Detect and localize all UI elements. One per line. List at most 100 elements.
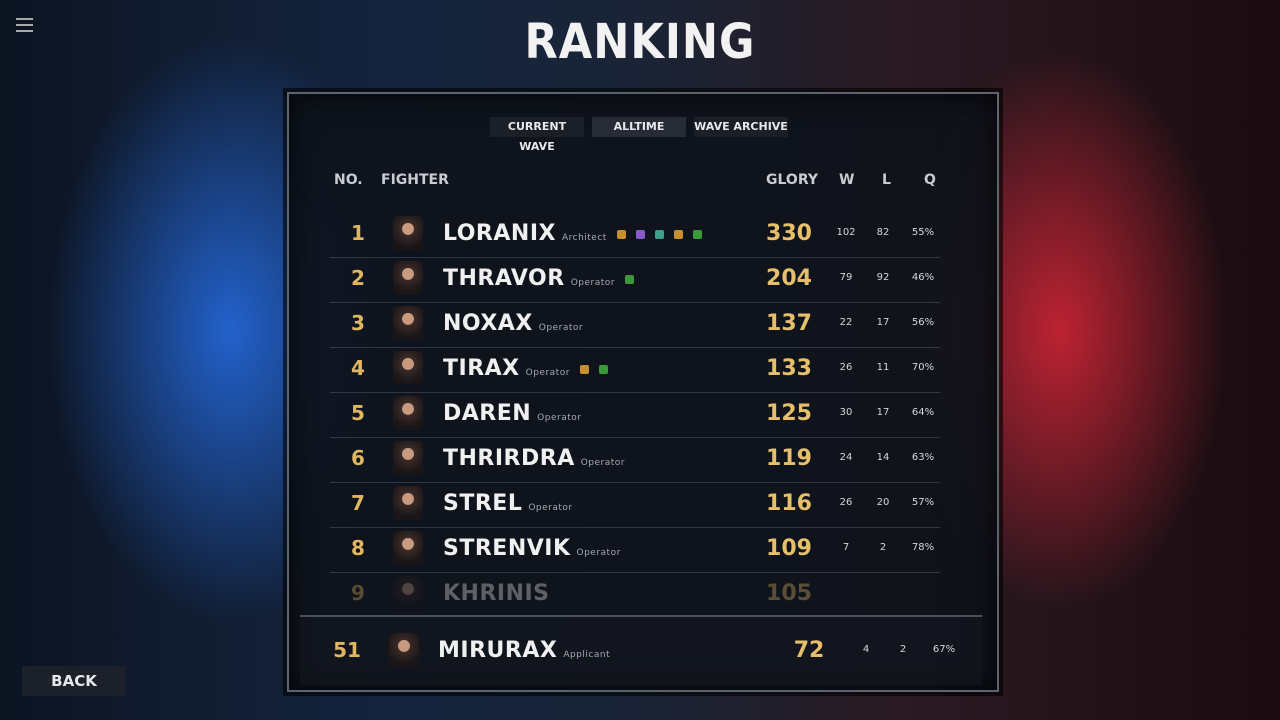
row-divider bbox=[330, 572, 940, 573]
column-header: Q bbox=[924, 172, 936, 188]
avatar bbox=[393, 261, 423, 295]
tab[interactable]: WAVE ARCHIVE bbox=[694, 117, 788, 137]
avatar bbox=[393, 216, 423, 250]
wins: 102 bbox=[836, 227, 856, 238]
back-button[interactable]: BACK bbox=[22, 666, 126, 696]
glory: 116 bbox=[766, 491, 812, 516]
quota: 70% bbox=[911, 362, 935, 373]
losses: 17 bbox=[876, 407, 890, 418]
column-header: W bbox=[839, 172, 855, 188]
badge bbox=[624, 274, 634, 284]
fighter-role: Operator bbox=[537, 413, 582, 423]
fighter-name: KHRINIS bbox=[443, 581, 550, 606]
ranking-row: 1 LORANIX Architect 330 102 82 55% bbox=[0, 213, 1280, 253]
fighter-role: Operator bbox=[525, 368, 570, 378]
tab[interactable]: ALLTIME bbox=[592, 117, 686, 137]
fighter-name: LORANIX Architect bbox=[443, 221, 702, 246]
glory: 125 bbox=[766, 401, 812, 426]
losses: 14 bbox=[876, 452, 890, 463]
wins: 26 bbox=[839, 497, 853, 508]
avatar bbox=[393, 531, 423, 565]
badge bbox=[635, 229, 645, 239]
quota: 64% bbox=[911, 407, 935, 418]
avatar bbox=[393, 396, 423, 430]
fighter-role: Architect bbox=[561, 233, 607, 243]
ranking-row: 4 TIRAX Operator 133 26 11 70% bbox=[0, 348, 1280, 388]
glory: 72 bbox=[793, 638, 825, 663]
quota: 67% bbox=[932, 644, 956, 655]
rank: 2 bbox=[351, 266, 365, 290]
wins: 4 bbox=[862, 644, 870, 655]
ranking-row: 6 THRIRDRA Operator 119 24 14 63% bbox=[0, 438, 1280, 478]
fighter-role: Applicant bbox=[563, 650, 611, 660]
column-header: FIGHTER bbox=[381, 172, 449, 188]
fighter-name: DAREN Operator bbox=[443, 401, 582, 426]
losses: 2 bbox=[899, 644, 907, 655]
ranking-panel bbox=[287, 92, 999, 692]
fighter-name: MIRURAX Applicant bbox=[438, 638, 611, 663]
losses: 2 bbox=[879, 542, 887, 553]
wins: 79 bbox=[839, 272, 853, 283]
fighter-role: Operator bbox=[538, 323, 584, 333]
ranking-row: 2 THRAVOR Operator 204 79 92 46% bbox=[0, 258, 1280, 298]
wins: 26 bbox=[839, 362, 853, 373]
quota: 57% bbox=[911, 497, 935, 508]
wins: 24 bbox=[839, 452, 853, 463]
quota: 56% bbox=[911, 317, 935, 328]
ranking-row: 9 KHRINIS 105 bbox=[0, 573, 1280, 613]
fighter-role: Operator bbox=[570, 278, 615, 288]
ranking-row: 5 DAREN Operator 125 30 17 64% bbox=[0, 393, 1280, 433]
row-divider bbox=[330, 347, 940, 348]
glory: 204 bbox=[766, 266, 812, 291]
quota: 55% bbox=[911, 227, 935, 238]
badge bbox=[579, 364, 589, 374]
column-header: L bbox=[882, 172, 891, 188]
ranking-row: 7 STREL Operator 116 26 20 57% bbox=[0, 483, 1280, 523]
glory: 105 bbox=[766, 581, 812, 606]
row-divider bbox=[330, 257, 940, 258]
glory: 119 bbox=[766, 446, 812, 471]
fighter-name: THRAVOR Operator bbox=[443, 266, 634, 291]
losses: 82 bbox=[876, 227, 890, 238]
avatar bbox=[393, 486, 423, 520]
row-divider bbox=[330, 437, 940, 438]
fighter-name: TIRAX Operator bbox=[443, 356, 608, 381]
rank: 7 bbox=[351, 491, 365, 515]
glory: 330 bbox=[766, 221, 812, 246]
badge bbox=[616, 229, 626, 239]
wins: 30 bbox=[839, 407, 853, 418]
quota: 46% bbox=[911, 272, 935, 283]
row-divider bbox=[330, 482, 940, 483]
glory: 137 bbox=[766, 311, 812, 336]
losses: 11 bbox=[876, 362, 890, 373]
fighter-name: STRENVIK Operator bbox=[443, 536, 621, 561]
rank: 6 bbox=[351, 446, 365, 470]
wins: 22 bbox=[839, 317, 853, 328]
rank: 1 bbox=[351, 221, 365, 245]
tab[interactable]: CURRENT WAVE bbox=[490, 117, 584, 153]
avatar bbox=[393, 351, 423, 385]
avatar bbox=[393, 441, 423, 475]
rank: 51 bbox=[333, 638, 361, 662]
avatar bbox=[389, 633, 419, 667]
own-row-frame bbox=[300, 615, 982, 685]
losses: 17 bbox=[876, 317, 890, 328]
fighter-name: NOXAX Operator bbox=[443, 311, 584, 336]
fighter-name: THRIRDRA Operator bbox=[443, 446, 626, 471]
column-header: NO. bbox=[334, 172, 363, 188]
rank: 8 bbox=[351, 536, 365, 560]
wins: 7 bbox=[842, 542, 850, 553]
losses: 20 bbox=[876, 497, 890, 508]
rank: 4 bbox=[351, 356, 365, 380]
badge bbox=[673, 229, 683, 239]
fighter-role: Operator bbox=[576, 548, 621, 558]
ranking-row: 51 MIRURAX Applicant 72 4 2 67% bbox=[0, 630, 1280, 670]
menu-button[interactable] bbox=[16, 18, 33, 32]
glory: 133 bbox=[766, 356, 812, 381]
fighter-name: STREL Operator bbox=[443, 491, 573, 516]
losses: 92 bbox=[876, 272, 890, 283]
badge bbox=[692, 229, 702, 239]
badge bbox=[598, 364, 608, 374]
quota: 78% bbox=[911, 542, 935, 553]
